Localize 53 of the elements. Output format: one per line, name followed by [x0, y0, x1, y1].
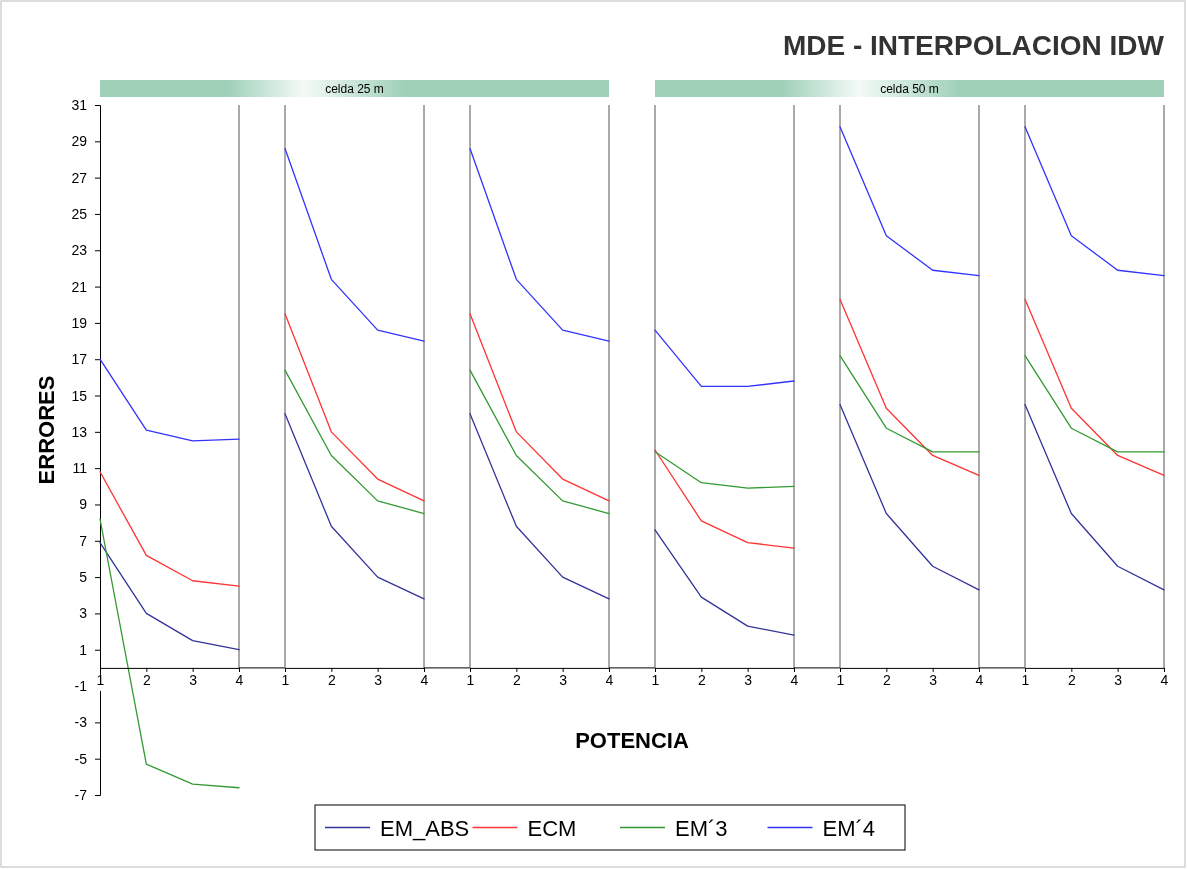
x-tick-label: 3 [929, 671, 938, 688]
y-tick-label: -7 [74, 786, 88, 803]
y-tick-label: 3 [79, 605, 88, 622]
y-tick-label: 29 [71, 133, 88, 150]
x-tick-label: 1 [836, 671, 845, 688]
y-axis-title: ERRORES [34, 375, 59, 485]
legend-label: EM´3 [675, 815, 728, 841]
x-tick-label: 3 [1114, 671, 1123, 688]
y-tick-label: -1 [74, 678, 88, 695]
x-tick-label: 4 [235, 671, 244, 688]
x-tick-label: 1 [96, 671, 105, 688]
text: celda 25 m [325, 82, 384, 96]
x-tick-label: 2 [1067, 671, 1076, 688]
y-tick-label: 31 [71, 96, 88, 113]
x-tick-label: 2 [697, 671, 706, 688]
y-tick-label: 23 [71, 242, 88, 259]
x-tick-label: 4 [790, 671, 799, 688]
x-tick-label: 4 [420, 671, 429, 688]
x-tick-label: 1 [1021, 671, 1030, 688]
y-tick-label: -5 [74, 750, 88, 767]
x-tick-label: 1 [466, 671, 475, 688]
x-tick-label: 4 [975, 671, 984, 688]
text: celda 50 m [880, 82, 939, 96]
x-tick-label: 3 [559, 671, 568, 688]
y-tick-label: 13 [71, 423, 88, 440]
x-tick-label: 2 [512, 671, 521, 688]
y-tick-label: 25 [71, 205, 88, 222]
y-tick-label: 15 [71, 387, 88, 404]
x-tick-label: 3 [744, 671, 753, 688]
chart-title: MDE - INTERPOLACION IDW [782, 30, 1165, 61]
y-tick-label: 19 [71, 314, 88, 331]
y-tick-label: 27 [71, 169, 88, 186]
x-axis-title: POTENCIA [575, 728, 689, 753]
x-tick-label: 1 [281, 671, 290, 688]
y-tick-label: 17 [71, 351, 88, 368]
y-tick-label: 5 [79, 569, 88, 586]
x-tick-label: 2 [327, 671, 336, 688]
legend-label: EM´4 [822, 815, 876, 841]
x-tick-label: 4 [605, 671, 614, 688]
legend-label: ECM [527, 815, 577, 841]
x-tick-label: 1 [651, 671, 660, 688]
y-tick-label: 21 [71, 278, 88, 295]
y-tick-label: 9 [79, 496, 88, 513]
y-tick-label: 11 [72, 460, 88, 477]
x-tick-label: 3 [374, 671, 383, 688]
y-tick-label: 7 [79, 532, 88, 549]
legend-label: EM_ABS [380, 815, 470, 841]
x-tick-label: 2 [882, 671, 891, 688]
x-tick-label: 4 [1160, 671, 1169, 688]
x-tick-label: 2 [142, 671, 151, 688]
y-tick-label: 1 [79, 641, 88, 658]
x-tick-label: 3 [189, 671, 198, 688]
y-tick-label: -3 [74, 714, 88, 731]
